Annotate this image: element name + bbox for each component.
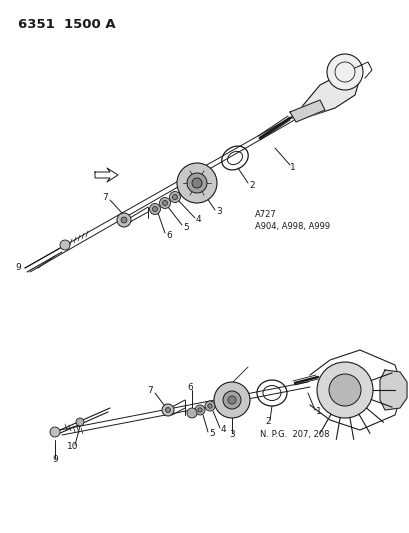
Circle shape [177, 163, 216, 203]
Circle shape [191, 178, 202, 188]
Text: 6: 6 [187, 384, 192, 392]
Circle shape [121, 217, 127, 223]
Circle shape [162, 404, 173, 416]
Circle shape [172, 195, 177, 199]
Text: 6: 6 [166, 230, 171, 239]
Text: 2: 2 [248, 181, 254, 190]
Text: 7: 7 [147, 386, 153, 395]
Circle shape [60, 240, 70, 250]
Text: 6351  1500 A: 6351 1500 A [18, 18, 115, 31]
Circle shape [222, 391, 240, 409]
Circle shape [316, 362, 372, 418]
Polygon shape [289, 100, 324, 122]
Circle shape [159, 198, 170, 208]
Text: 5: 5 [182, 222, 188, 231]
Circle shape [149, 204, 160, 214]
Text: N. P.G.  207, 208: N. P.G. 207, 208 [259, 430, 329, 439]
Circle shape [162, 200, 167, 206]
Text: 1: 1 [289, 163, 295, 172]
Circle shape [50, 427, 60, 437]
Text: 9: 9 [15, 263, 21, 272]
Text: A727
A904, A998, A999: A727 A904, A998, A999 [254, 210, 329, 231]
Circle shape [187, 408, 196, 418]
Circle shape [195, 405, 204, 415]
Circle shape [328, 374, 360, 406]
Text: 3: 3 [229, 431, 234, 440]
Circle shape [76, 418, 84, 426]
Circle shape [152, 206, 157, 212]
Text: 10: 10 [67, 442, 79, 451]
Circle shape [204, 401, 214, 411]
Circle shape [227, 396, 236, 404]
Text: 7: 7 [102, 193, 108, 203]
Polygon shape [379, 370, 406, 410]
Text: 1: 1 [315, 408, 321, 416]
Circle shape [326, 54, 362, 90]
Circle shape [207, 404, 212, 408]
Circle shape [165, 408, 170, 413]
Text: 3: 3 [216, 207, 221, 216]
Circle shape [197, 408, 202, 412]
Circle shape [117, 213, 131, 227]
Circle shape [213, 382, 249, 418]
Text: 5: 5 [209, 430, 214, 439]
Text: 4: 4 [196, 215, 201, 224]
Text: 2: 2 [265, 417, 270, 426]
Text: 9: 9 [52, 456, 58, 464]
Polygon shape [289, 72, 359, 118]
Text: 4: 4 [220, 425, 226, 434]
Circle shape [187, 173, 207, 193]
Polygon shape [95, 168, 118, 182]
Circle shape [169, 191, 180, 203]
